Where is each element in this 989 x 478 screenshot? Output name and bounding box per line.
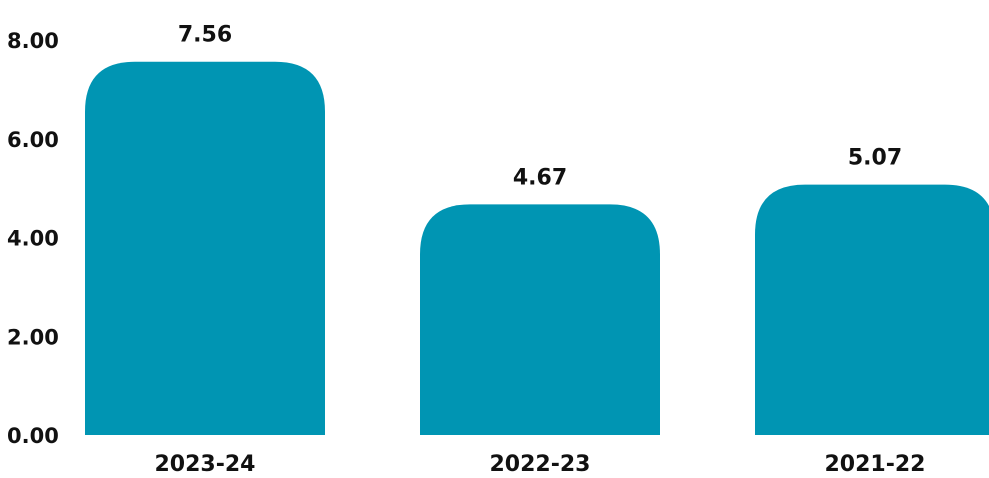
- y-tick-label: 8.00: [7, 29, 59, 53]
- value-labels: 7.56 4.67 5.07: [178, 23, 902, 191]
- value-label: 7.56: [178, 23, 232, 48]
- bar-2023-24: [85, 61, 325, 435]
- y-axis: 0.00 2.00 4.00 6.00 8.00: [7, 29, 59, 448]
- x-tick-label: 2021-22: [825, 452, 926, 477]
- x-tick-label: 2023-24: [155, 452, 256, 477]
- x-tick-label: 2022-23: [490, 452, 591, 477]
- y-tick-label: 4.00: [7, 227, 59, 251]
- bars: [85, 61, 989, 435]
- y-tick-label: 0.00: [7, 424, 59, 448]
- bar-2021-22: [755, 184, 989, 435]
- value-label: 4.67: [513, 165, 567, 190]
- y-tick-label: 6.00: [7, 128, 59, 152]
- bar-2022-23: [420, 204, 660, 435]
- y-tick-label: 2.00: [7, 325, 59, 349]
- value-label: 5.07: [848, 146, 902, 171]
- x-axis: 2023-24 2022-23 2021-22: [155, 452, 926, 477]
